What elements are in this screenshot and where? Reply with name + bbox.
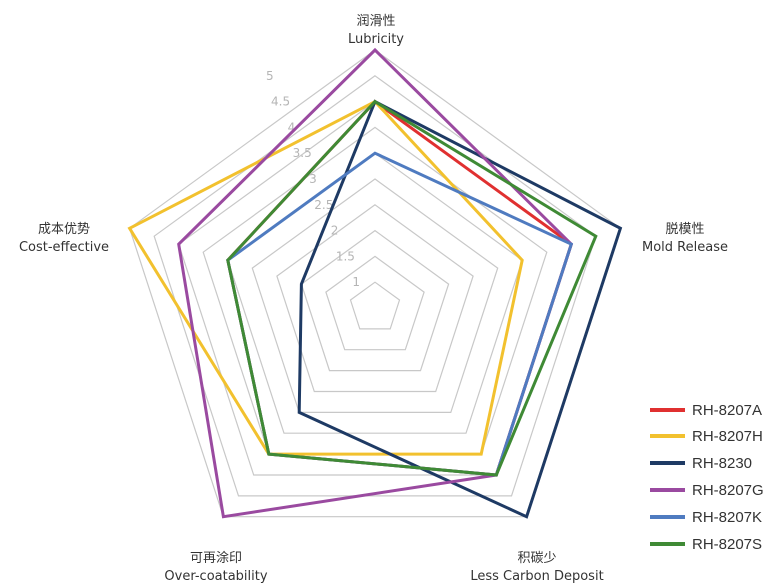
series-line-rh-8207k <box>226 151 574 477</box>
axis-label-cost-effective-en: Cost-effective <box>19 240 109 255</box>
axis-label-mold-release: 脱模性 Mold Release <box>642 222 728 255</box>
legend-label: RH-8207H <box>692 428 763 445</box>
tick-label: 1.5 <box>336 249 355 263</box>
tick-label: 2.5 <box>314 198 333 212</box>
series-line-rh-8207s <box>226 99 598 477</box>
grid-ring <box>251 178 499 413</box>
axis-label-over-coatability: 可再涂印 Over-coatability <box>164 550 267 584</box>
axis-label-mold-release-zh: 脱模性 <box>665 222 704 237</box>
axis-label-cost-effective: 成本优势 Cost-effective <box>19 221 109 255</box>
grid-ring <box>300 229 450 372</box>
tick-label: 5 <box>266 69 274 83</box>
legend-item-rh-8207s[interactable]: RH-8207S <box>650 536 762 553</box>
legend-label: RH-8207K <box>692 509 762 526</box>
series-line-rh-8207g <box>177 47 574 519</box>
grid-ring <box>349 281 401 330</box>
legend-label: RH-8207G <box>692 482 764 499</box>
legend-label: RH-8207S <box>692 536 762 553</box>
grid-ring <box>276 204 474 393</box>
radar-tick-labels: 1 1.5 2 2.5 3 3.5 4 4.5 5 <box>266 69 360 289</box>
legend-label: RH-8207A <box>692 402 762 419</box>
axis-label-less-carbon-deposit-zh: 积碳少 <box>517 551 556 566</box>
legend-item-rh-8207g[interactable]: RH-8207G <box>650 482 764 499</box>
tick-label: 3.5 <box>293 146 312 160</box>
grid-ring <box>128 49 622 518</box>
tick-label: 3 <box>309 172 317 186</box>
legend-label: RH-8230 <box>692 455 752 472</box>
axis-label-less-carbon-deposit-en: Less Carbon Deposit <box>470 569 603 584</box>
axis-label-less-carbon-deposit: 积碳少 Less Carbon Deposit <box>470 551 603 584</box>
legend-item-rh-8207a[interactable]: RH-8207A <box>650 402 762 419</box>
tick-label: 4.5 <box>271 95 290 109</box>
legend-item-rh-8207h[interactable]: RH-8207H <box>650 428 763 445</box>
radar-series <box>127 47 623 519</box>
grid-ring <box>153 75 597 497</box>
tick-label: 1 <box>352 275 360 289</box>
tick-label: 2 <box>331 224 339 238</box>
axis-label-over-coatability-en: Over-coatability <box>164 569 267 584</box>
grid-ring <box>325 255 425 351</box>
axis-label-cost-effective-zh: 成本优势 <box>38 221 90 237</box>
series-line-rh-8207h <box>127 99 524 456</box>
legend: RH-8207A RH-8207H RH-8230 RH-8207G RH-82… <box>650 402 764 553</box>
series-line-rh-8230 <box>297 99 623 519</box>
tick-label: 4 <box>288 120 296 134</box>
legend-item-rh-8230[interactable]: RH-8230 <box>650 455 752 472</box>
grid-ring <box>177 100 573 476</box>
axis-label-lubricity-zh: 润滑性 <box>356 14 395 29</box>
axis-label-mold-release-en: Mold Release <box>642 240 728 255</box>
axis-label-over-coatability-zh: 可再涂印 <box>190 550 242 566</box>
axis-label-lubricity: 润滑性 Lubricity <box>348 14 404 47</box>
axis-label-lubricity-en: Lubricity <box>348 32 404 47</box>
legend-item-rh-8207k[interactable]: RH-8207K <box>650 509 762 526</box>
